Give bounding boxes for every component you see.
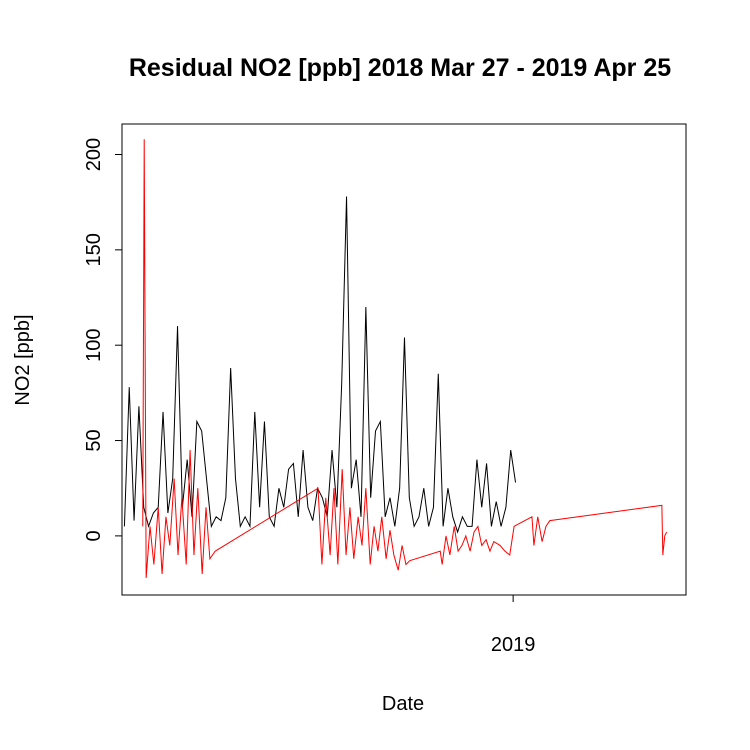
x-tick-label: 2019 <box>491 634 536 656</box>
y-tick-label: 150 <box>83 233 105 266</box>
series-line <box>123 196 517 534</box>
y-tick-label: 100 <box>83 329 105 362</box>
chart-title: Residual NO2 [ppb] 2018 Mar 27 - 2019 Ap… <box>129 54 671 82</box>
y-tick-label: 0 <box>83 530 105 541</box>
y-tick-label: 200 <box>83 138 105 171</box>
series-line <box>142 139 668 578</box>
plot-box <box>121 123 687 596</box>
y-axis-label: NO2 [ppb] <box>12 314 34 405</box>
y-tick-label: 50 <box>83 429 105 451</box>
x-axis-label: Date <box>382 693 424 715</box>
